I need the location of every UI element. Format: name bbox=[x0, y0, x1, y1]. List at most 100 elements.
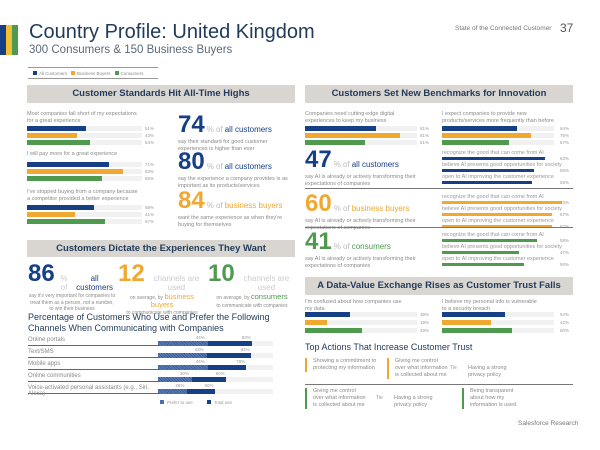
action-business-1: Showing a commitment to protecting my in… bbox=[305, 358, 385, 372]
action-consumer-1: Giving me control over what information … bbox=[305, 388, 367, 409]
bar-value: 50% bbox=[560, 262, 570, 267]
ai-label: believe AI presents good opportunities f… bbox=[442, 206, 562, 212]
legend-all: All Customers bbox=[33, 71, 67, 76]
divider bbox=[305, 227, 573, 228]
prefer-value: 30% bbox=[179, 371, 189, 376]
section-trust: A Data-Value Exchange Rises as Customer … bbox=[305, 277, 573, 295]
ai-label: open to AI improving the customer experi… bbox=[442, 218, 554, 224]
stat-pre: on average, by bbox=[216, 295, 250, 301]
bar-prefer-to-use bbox=[158, 365, 208, 370]
stat-number: 41 bbox=[305, 228, 332, 255]
legend-consumers: Consumers bbox=[114, 71, 144, 76]
page-number: 37 bbox=[560, 21, 574, 35]
bar-all bbox=[442, 312, 505, 317]
stat-audience: business buyers bbox=[351, 204, 410, 213]
stat-of: % of bbox=[206, 201, 223, 210]
stat-description: say their standard for good customer exp… bbox=[178, 139, 268, 152]
bar-value: 56% bbox=[560, 168, 570, 173]
question-text: I expect companies to provide new produc… bbox=[442, 111, 554, 124]
actions-title: Top Actions That Increase Customer Trust bbox=[305, 342, 473, 352]
action-consumer-2: Having a strong privacy policy bbox=[394, 395, 433, 408]
stat-callout: 41% of consumers say AI is already or acti… bbox=[305, 230, 425, 269]
bar-prefer-to-use bbox=[158, 341, 208, 346]
total-value: 83% bbox=[241, 335, 251, 340]
bar-consumers bbox=[27, 219, 105, 224]
ai-label: open to AI improving the customer experi… bbox=[442, 174, 554, 180]
stat-description: to communicate with companies bbox=[216, 302, 288, 309]
stat-audience: all customers bbox=[224, 162, 272, 171]
bar-all bbox=[305, 126, 377, 131]
section-dictate: Customers Dictate the Experiences They W… bbox=[27, 240, 295, 257]
channel-label: Mobile apps bbox=[28, 361, 158, 370]
legend: All Customers Business Buyers Consumers bbox=[28, 67, 158, 79]
bar-value: 64% bbox=[560, 126, 570, 131]
bar-value: 60% bbox=[560, 328, 570, 333]
bar-track bbox=[158, 389, 273, 394]
stat-audience: all customers bbox=[76, 274, 114, 292]
page-title: Country Profile: United Kingdom bbox=[29, 21, 315, 43]
prefer-value: 44% bbox=[195, 359, 205, 364]
stat-audience: consumers bbox=[351, 242, 391, 251]
bar-business bbox=[305, 320, 328, 325]
section-innovation: Customers Set New Benchmarks for Innovat… bbox=[305, 85, 573, 103]
ai-label: believe AI presents good opportunities f… bbox=[442, 162, 562, 168]
bar-value: 41% bbox=[145, 212, 155, 217]
bar-business bbox=[27, 212, 75, 217]
stat-callout: 60% of business buyers say AI is already o… bbox=[305, 192, 425, 231]
stat-pre: on average, by bbox=[129, 295, 164, 301]
bar-value: 57% bbox=[560, 140, 570, 145]
stat-number: 86 bbox=[28, 260, 55, 287]
bar-all bbox=[305, 312, 351, 317]
ai-label: recognize the good that can come from AI bbox=[442, 150, 544, 156]
channel-label: Online communities bbox=[28, 373, 158, 382]
ai-bar bbox=[442, 251, 520, 254]
stat-of: % of bbox=[206, 125, 223, 134]
question-text: I've stopped buying from a company becau… bbox=[27, 189, 138, 202]
footer-credit: Salesforce Research bbox=[518, 420, 579, 427]
ai-label: recognize the good that can come from AI bbox=[442, 194, 544, 200]
divider bbox=[305, 384, 573, 385]
bar-business bbox=[442, 133, 531, 138]
stat-audience: all customers bbox=[351, 160, 399, 169]
ai-bar bbox=[442, 263, 524, 266]
bar-value: 51% bbox=[145, 126, 155, 131]
stat-description: say the experience a company provides is… bbox=[178, 176, 288, 189]
stat-callout: 80% of all customers say the experience a … bbox=[178, 150, 293, 189]
stat-of: % of bbox=[333, 242, 350, 251]
stat-mid: channels are used bbox=[153, 274, 200, 292]
total-value: 78% bbox=[236, 359, 246, 364]
bar-consumers bbox=[442, 328, 512, 333]
stat-callout: 47% of all customers say AI is already or … bbox=[305, 148, 425, 187]
brand-strip bbox=[0, 25, 18, 55]
bar-business bbox=[27, 169, 124, 174]
ai-bar bbox=[442, 169, 534, 172]
bar-value: 58% bbox=[145, 205, 155, 210]
action-consumer-3: Being transparent about how my informati… bbox=[462, 388, 524, 409]
bar-consumers bbox=[27, 176, 103, 181]
ai-label: recognize the good that can come from AI bbox=[442, 232, 544, 238]
ai-bar bbox=[442, 213, 552, 216]
legend-total-swatch bbox=[207, 400, 211, 404]
bar-value: 67% bbox=[560, 224, 569, 229]
bar-value: 49% bbox=[420, 328, 430, 333]
section-standards: Customer Standards Hit All-Time Highs bbox=[27, 85, 295, 103]
question-text: I'm confused about how companies use my … bbox=[305, 299, 402, 312]
stat-of: % of bbox=[206, 162, 223, 171]
ai-bar bbox=[442, 225, 552, 228]
bar-prefer-to-use bbox=[158, 389, 188, 394]
stat-callout: 12 channels are used on average, by busine… bbox=[118, 262, 206, 317]
bar-value: 65% bbox=[145, 176, 155, 181]
bar-value: 43% bbox=[145, 133, 155, 138]
total-value: 60% bbox=[215, 371, 225, 376]
bar-value: 83% bbox=[145, 169, 155, 174]
bar-value: 55% bbox=[560, 180, 570, 185]
stat-description: to communicate with companies bbox=[126, 310, 198, 316]
bar-value: 58% bbox=[560, 238, 570, 243]
bar-prefer-to-use bbox=[158, 377, 192, 382]
bar-business bbox=[27, 133, 77, 138]
bar-business bbox=[305, 133, 400, 138]
stat-callout: 86 % of all customers say it's very importa… bbox=[28, 262, 116, 313]
stat-mid: channels are used bbox=[243, 274, 290, 292]
stat-description: say AI is already or actively transformi… bbox=[305, 256, 416, 269]
stat-mid: % of bbox=[60, 274, 68, 292]
